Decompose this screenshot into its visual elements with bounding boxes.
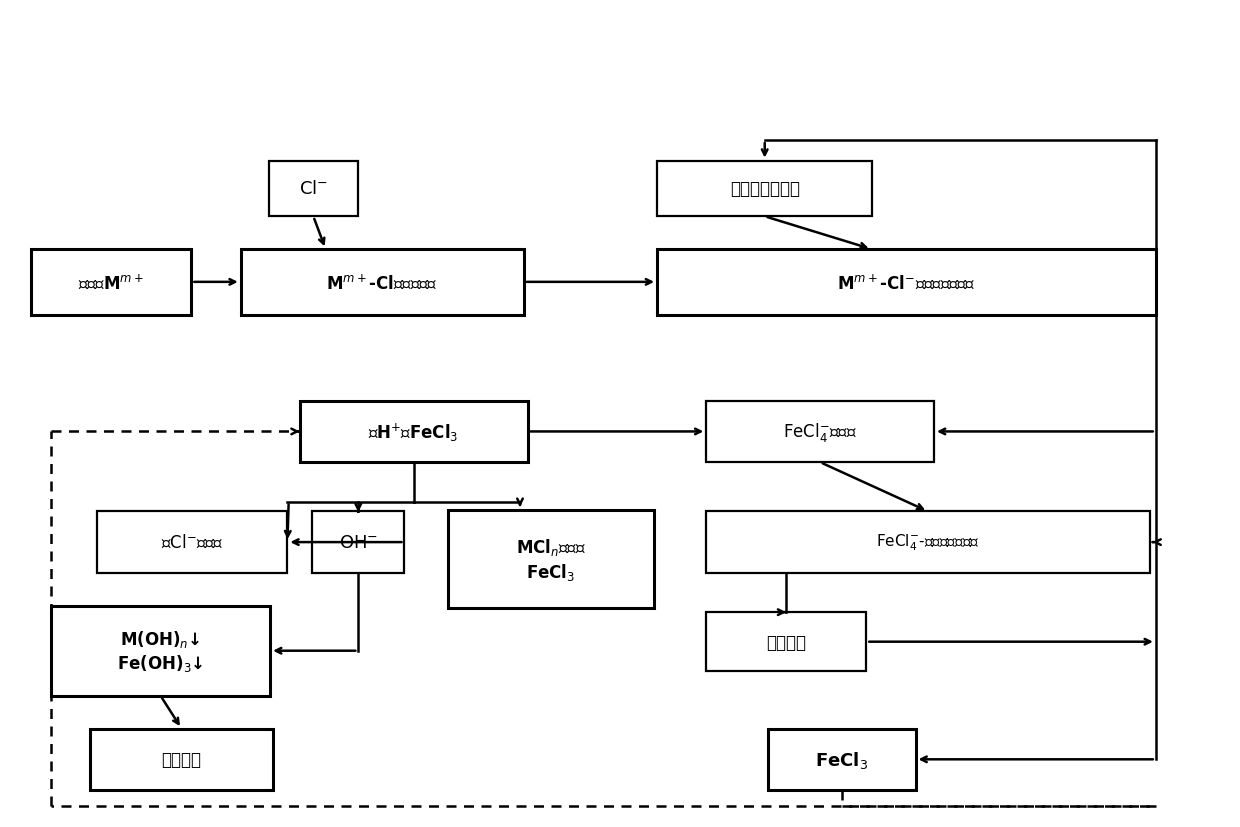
FancyBboxPatch shape <box>657 161 873 217</box>
FancyBboxPatch shape <box>269 161 357 217</box>
FancyBboxPatch shape <box>91 729 273 790</box>
Text: 加H$^{+}$、FeCl$_{3}$: 加H$^{+}$、FeCl$_{3}$ <box>368 421 459 443</box>
Text: FeCl$_{3}$: FeCl$_{3}$ <box>815 749 868 770</box>
Text: 含Cl$^{-}$上清液: 含Cl$^{-}$上清液 <box>161 533 223 552</box>
FancyBboxPatch shape <box>31 250 191 315</box>
Text: MCl$_{n}$脱附液
FeCl$_{3}$: MCl$_{n}$脱附液 FeCl$_{3}$ <box>516 537 587 582</box>
Text: 阴离子交换树脂: 阴离子交换树脂 <box>729 180 800 198</box>
FancyBboxPatch shape <box>707 401 934 462</box>
Text: M(OH)$_{n}$↓
Fe(OH)$_{3}$↓: M(OH)$_{n}$↓ Fe(OH)$_{3}$↓ <box>118 629 203 673</box>
Text: 软水脱附: 软水脱附 <box>766 633 806 651</box>
Text: M$^{m+}$-Cl$^{-}$阴离子交换树脂: M$^{m+}$-Cl$^{-}$阴离子交换树脂 <box>837 273 976 292</box>
Text: M$^{m+}$-Cl络合阴离子: M$^{m+}$-Cl络合阴离子 <box>326 273 438 292</box>
FancyBboxPatch shape <box>312 512 404 573</box>
Text: FeCl$_{4}^{-}$脱附剂: FeCl$_{4}^{-}$脱附剂 <box>784 420 857 443</box>
FancyBboxPatch shape <box>768 729 915 790</box>
FancyBboxPatch shape <box>707 613 867 672</box>
FancyBboxPatch shape <box>448 510 655 609</box>
FancyBboxPatch shape <box>241 250 525 315</box>
FancyBboxPatch shape <box>300 401 528 462</box>
Text: 废水中M$^{m+}$: 废水中M$^{m+}$ <box>78 273 144 292</box>
FancyBboxPatch shape <box>657 250 1156 315</box>
Text: OH$^{-}$: OH$^{-}$ <box>339 533 378 552</box>
Text: 固废排出: 固废排出 <box>161 750 202 768</box>
FancyBboxPatch shape <box>707 512 1149 573</box>
FancyBboxPatch shape <box>97 512 288 573</box>
Text: Cl$^{-}$: Cl$^{-}$ <box>299 180 327 198</box>
Text: FeCl$_{4}^{-}$-阴离子交换树脂: FeCl$_{4}^{-}$-阴离子交换树脂 <box>875 533 980 552</box>
FancyBboxPatch shape <box>51 606 270 696</box>
